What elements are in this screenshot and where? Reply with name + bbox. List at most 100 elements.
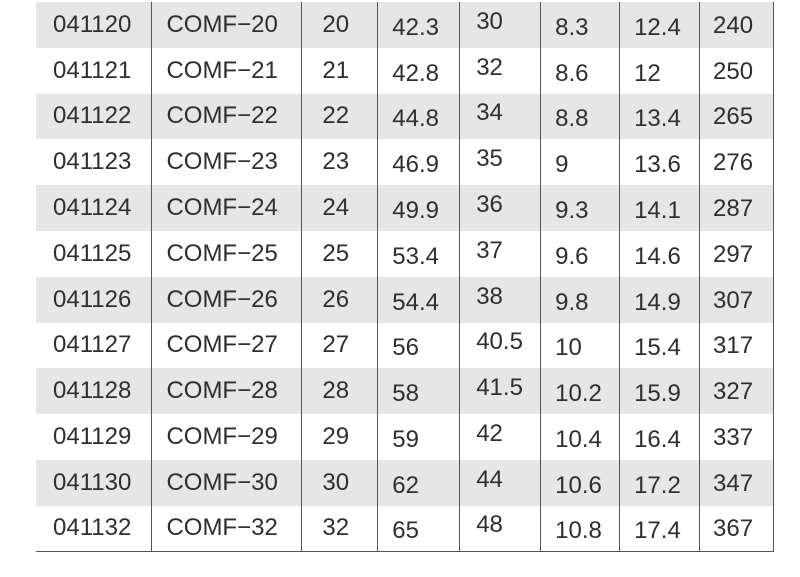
cell-code: 041130 — [36, 459, 153, 506]
cell-size: 23 — [301, 139, 379, 186]
cell-col-7: 16.4 — [619, 414, 701, 460]
cell-col-4: 53.4 — [377, 230, 461, 277]
cell-size: 30 — [301, 459, 379, 506]
table-row: 041121 COMF−21 21 42.8 32 8.6 12 250 — [36, 47, 774, 94]
table-row: 041124 COMF−24 24 49.9 36 9.3 14.1 287 — [36, 185, 774, 231]
cell-model: COMF−21 — [151, 47, 303, 94]
cell-col-5: 41.5 — [459, 368, 542, 415]
cell-size: 26 — [301, 276, 379, 323]
cell-col-7: 13.4 — [619, 93, 701, 140]
cell-col-4: 65 — [377, 505, 461, 553]
cell-col-4: 62 — [377, 459, 461, 506]
cell-col-8: 317 — [699, 322, 774, 369]
cell-col-6: 9.8 — [540, 276, 621, 323]
cell-model: COMF−24 — [151, 185, 303, 231]
cell-col-7: 14.6 — [619, 230, 701, 277]
cell-col-5: 48 — [459, 505, 542, 553]
cell-col-7: 13.6 — [619, 139, 701, 186]
cell-model: COMF−23 — [151, 139, 303, 186]
cell-col-4: 59 — [377, 414, 461, 460]
cell-model: COMF−30 — [151, 459, 303, 506]
cell-code: 041122 — [36, 93, 153, 140]
table-row: 041127 COMF−27 27 56 40.5 10 15.4 317 — [36, 322, 774, 369]
table-row: 041132 COMF−32 32 65 48 10.8 17.4 367 — [36, 505, 774, 553]
cell-col-5: 32 — [459, 47, 542, 94]
cell-col-5: 30 — [459, 2, 542, 48]
cell-model: COMF−20 — [151, 2, 303, 48]
cell-col-5: 38 — [459, 276, 542, 323]
cell-col-8: 337 — [699, 414, 774, 460]
cell-code: 041126 — [36, 276, 153, 323]
cell-col-6: 8.6 — [540, 47, 621, 94]
cell-col-6: 10.4 — [540, 414, 621, 460]
cell-model: COMF−27 — [151, 322, 303, 369]
cell-col-8: 347 — [699, 459, 774, 506]
cell-code: 041125 — [36, 230, 153, 277]
cell-col-8: 240 — [699, 2, 774, 48]
cell-col-7: 12 — [619, 47, 701, 94]
table-row: 041120 COMF−20 20 42.3 30 8.3 12.4 240 — [36, 2, 774, 48]
cell-col-4: 46.9 — [377, 139, 461, 186]
cell-col-5: 37 — [459, 230, 542, 277]
cell-model: COMF−25 — [151, 230, 303, 277]
cell-col-8: 297 — [699, 230, 774, 277]
cell-col-5: 36 — [459, 185, 542, 231]
cell-col-5: 35 — [459, 139, 542, 186]
cell-size: 22 — [301, 93, 379, 140]
cell-model: COMF−28 — [151, 368, 303, 415]
cell-col-6: 10.6 — [540, 459, 621, 506]
cell-col-4: 58 — [377, 368, 461, 415]
cell-col-6: 8.8 — [540, 93, 621, 140]
cell-col-6: 10.8 — [540, 505, 621, 553]
cell-col-6: 10.2 — [540, 368, 621, 415]
table-row: 041130 COMF−30 30 62 44 10.6 17.2 347 — [36, 459, 774, 506]
cell-col-7: 17.4 — [619, 505, 701, 553]
cell-model: COMF−26 — [151, 276, 303, 323]
cell-col-7: 14.1 — [619, 185, 701, 231]
cell-col-6: 9.6 — [540, 230, 621, 277]
table-row: 041129 COMF−29 29 59 42 10.4 16.4 337 — [36, 414, 774, 460]
cell-col-4: 54.4 — [377, 276, 461, 323]
cell-code: 041121 — [36, 47, 153, 94]
table-body: 041120 COMF−20 20 42.3 30 8.3 12.4 240 041121 COM… — [36, 2, 774, 553]
table-row: 041123 COMF−23 23 46.9 35 9 13.6 276 — [36, 139, 774, 186]
cell-code: 041128 — [36, 368, 153, 415]
cell-size: 24 — [301, 185, 379, 231]
cell-col-5: 40.5 — [459, 322, 542, 369]
cell-col-8: 307 — [699, 276, 774, 323]
cell-col-8: 367 — [699, 505, 774, 553]
cell-col-6: 9.3 — [540, 185, 621, 231]
cell-size: 25 — [301, 230, 379, 277]
cell-col-8: 276 — [699, 139, 774, 186]
cell-size: 28 — [301, 368, 379, 415]
cell-size: 27 — [301, 322, 379, 369]
cell-col-4: 44.8 — [377, 93, 461, 140]
cell-size: 21 — [301, 47, 379, 94]
cell-model: COMF−22 — [151, 93, 303, 140]
table-row: 041122 COMF−22 22 44.8 34 8.8 13.4 265 — [36, 93, 774, 140]
cell-size: 20 — [301, 2, 379, 48]
cell-col-5: 34 — [459, 93, 542, 140]
cell-model: COMF−29 — [151, 414, 303, 460]
cell-col-7: 12.4 — [619, 2, 701, 48]
cell-code: 041132 — [36, 505, 153, 553]
cell-code: 041124 — [36, 185, 153, 231]
cell-col-6: 8.3 — [540, 2, 621, 48]
cell-col-7: 17.2 — [619, 459, 701, 506]
cell-code: 041123 — [36, 139, 153, 186]
cell-col-6: 9 — [540, 139, 621, 186]
cell-col-4: 42.8 — [377, 47, 461, 94]
cell-col-4: 56 — [377, 322, 461, 369]
cell-col-6: 10 — [540, 322, 621, 369]
table-row: 041125 COMF−25 25 53.4 37 9.6 14.6 297 — [36, 230, 774, 277]
cell-col-5: 44 — [459, 459, 542, 506]
cell-code: 041129 — [36, 414, 153, 460]
cell-col-8: 287 — [699, 185, 774, 231]
cell-col-7: 15.4 — [619, 322, 701, 369]
cell-code: 041127 — [36, 322, 153, 369]
cell-code: 041120 — [36, 2, 153, 48]
cell-col-8: 265 — [699, 93, 774, 140]
cell-size: 29 — [301, 414, 379, 460]
cell-col-4: 49.9 — [377, 185, 461, 231]
product-spec-table: 041120 COMF−20 20 42.3 30 8.3 12.4 240 041121 COM… — [36, 2, 774, 553]
